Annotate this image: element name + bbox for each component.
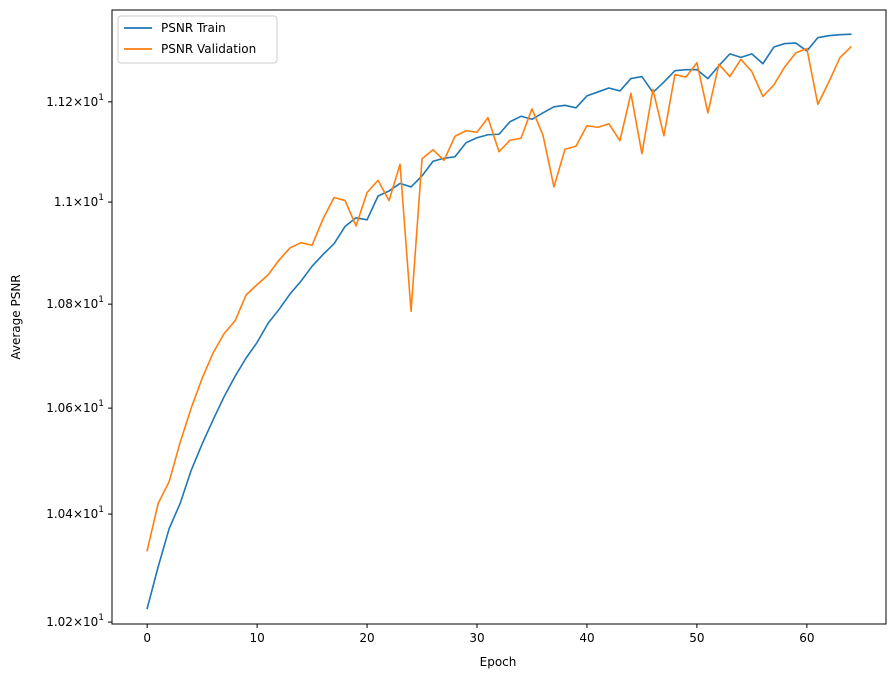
x-axis-ticks: 0 10 20 30 40 50 60 (143, 624, 814, 645)
x-tick-label: 50 (689, 631, 704, 645)
y-axis-ticks: 1.02×101 1.04×101 1.06×101 1.08×101 1.1×101 1… (46, 93, 112, 629)
x-tick-label: 10 (249, 631, 264, 645)
plot-frame (111, 9, 887, 625)
y-axis-label: Average PSNR (9, 274, 23, 359)
y-tick-label: 1.08×101 (46, 295, 104, 311)
legend: PSNR Train PSNR Validation (117, 15, 278, 64)
x-tick-label: 0 (143, 631, 151, 645)
y-tick-label: 1.06×101 (46, 399, 104, 415)
series-line-validation (146, 45, 852, 552)
legend-label-validation: PSNR Validation (161, 42, 256, 56)
x-tick-label: 20 (359, 631, 374, 645)
y-tick-label: 1.12×101 (46, 93, 104, 109)
legend-box (117, 15, 278, 64)
x-tick-label: 40 (579, 631, 594, 645)
y-tick-label: 1.04×101 (46, 505, 104, 521)
x-tick-label: 60 (799, 631, 814, 645)
plot-lines (146, 33, 852, 610)
y-tick-label: 1.02×101 (46, 613, 104, 629)
legend-label-train: PSNR Train (161, 21, 226, 35)
x-axis-label: Epoch (480, 655, 517, 669)
x-tick-label: 30 (469, 631, 484, 645)
y-tick-label: 1.1×101 (54, 193, 104, 209)
series-line-train (146, 33, 852, 610)
